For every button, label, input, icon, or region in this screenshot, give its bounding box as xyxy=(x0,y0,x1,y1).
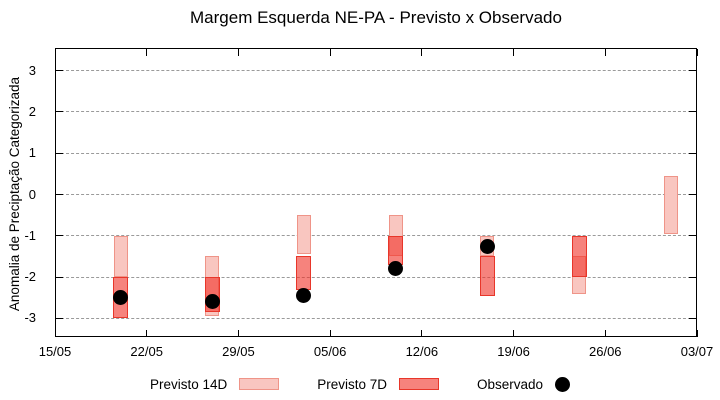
y-tick-label: 2 xyxy=(28,103,36,119)
legend-previsto-7d-swatch xyxy=(399,378,440,390)
forecast-7d-bar xyxy=(571,235,587,278)
legend-previsto-14d-swatch xyxy=(239,378,280,390)
forecast-7d-bar xyxy=(479,256,495,296)
legend-label: Observado xyxy=(477,376,544,392)
legend-label: Previsto 7D xyxy=(317,376,388,392)
x-tick-mark xyxy=(54,49,56,56)
x-tick-mark xyxy=(237,330,239,337)
x-tick-mark xyxy=(329,49,331,56)
y-tick-label: -3 xyxy=(24,310,36,326)
legend-label: Previsto 14D xyxy=(149,376,228,392)
forecast-14d-bar xyxy=(113,235,128,278)
observed-dot xyxy=(388,261,404,277)
y-tick-mark xyxy=(56,276,63,278)
observed-dot xyxy=(479,238,495,254)
x-tick-mark xyxy=(146,330,148,337)
x-tick-label: 03/07 xyxy=(680,344,714,359)
x-tick-label: 15/05 xyxy=(38,344,72,359)
gridline xyxy=(56,276,696,278)
chart-title: Margem Esquerda NE-PA - Previsto x Obser… xyxy=(190,8,562,27)
x-tick-mark xyxy=(696,330,698,337)
x-tick-mark xyxy=(421,330,423,337)
x-tick-mark xyxy=(421,49,423,56)
y-tick-mark xyxy=(689,152,696,154)
y-tick-mark xyxy=(689,194,696,196)
x-tick-mark xyxy=(513,330,515,337)
x-tick-label: 05/06 xyxy=(313,344,347,359)
y-tick-mark xyxy=(56,152,63,154)
legend-observado-dot-icon xyxy=(555,376,571,392)
y-tick-label: -2 xyxy=(24,269,36,285)
y-tick-mark xyxy=(689,317,696,319)
y-tick-mark xyxy=(689,70,696,72)
y-tick-label: 0 xyxy=(28,186,36,202)
gridline xyxy=(56,235,696,237)
forecast-7d-bar xyxy=(296,256,312,290)
y-tick-mark xyxy=(689,111,696,113)
x-tick-label: 22/05 xyxy=(130,344,163,359)
x-tick-mark xyxy=(604,330,606,337)
observed-dot xyxy=(204,294,220,310)
observed-dot xyxy=(113,290,128,306)
forecast-14d-bar xyxy=(296,215,311,255)
observed-dot xyxy=(296,288,312,304)
plot-area xyxy=(55,48,697,337)
x-tick-mark xyxy=(237,49,239,56)
x-tick-mark xyxy=(329,330,331,337)
y-tick-mark xyxy=(56,235,63,237)
gridline xyxy=(56,111,696,113)
legend: Previsto 14D Previsto 7D Observado xyxy=(0,372,720,396)
y-tick-mark xyxy=(56,317,63,319)
gridline xyxy=(56,70,696,72)
forecast-14d-bar xyxy=(663,175,678,234)
y-tick-mark xyxy=(689,276,696,278)
x-tick-label: 19/06 xyxy=(497,344,530,359)
x-tick-mark xyxy=(513,49,515,56)
legend-item-previsto-14d: Previsto 14D xyxy=(149,376,280,392)
x-tick-label: 26/06 xyxy=(589,344,622,359)
x-tick-mark xyxy=(696,49,698,56)
legend-item-observado: Observado xyxy=(477,376,571,392)
x-tick-mark xyxy=(146,49,148,56)
x-tick-mark xyxy=(54,330,56,337)
y-tick-mark xyxy=(56,111,63,113)
y-tick-mark xyxy=(56,194,63,196)
gridline xyxy=(56,317,696,319)
y-tick-label: 1 xyxy=(28,145,36,161)
y-tick-mark xyxy=(56,70,63,72)
gridline xyxy=(56,194,696,196)
x-tick-mark xyxy=(604,49,606,56)
legend-item-previsto-7d: Previsto 7D xyxy=(317,376,440,392)
x-tick-label: 12/06 xyxy=(405,344,439,359)
y-tick-mark xyxy=(689,235,696,237)
y-tick-label: -1 xyxy=(24,227,36,243)
gridline xyxy=(56,152,696,154)
y-tick-label: 3 xyxy=(28,62,36,78)
x-tick-label: 29/05 xyxy=(222,344,255,359)
